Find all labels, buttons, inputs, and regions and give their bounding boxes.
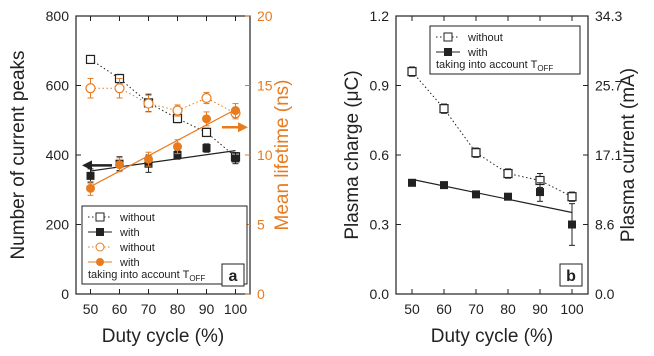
y-tick-right-label: 17.1 [595, 147, 622, 163]
data-point-without [503, 168, 513, 179]
x-axis-title: Duty cycle (%) [431, 326, 553, 347]
series-line-without [90, 87, 236, 114]
y-tick-right-label: 15 [257, 78, 273, 94]
legend-marker [95, 242, 105, 252]
y-tick-left-label: 600 [46, 78, 70, 94]
y-tick-left-label: 0.0 [370, 286, 390, 302]
y-tick-left-label: 0.3 [370, 217, 390, 233]
data-point-with [86, 171, 95, 180]
y-tick-right-label: 0 [257, 286, 265, 302]
y-tick-left-label: 1.2 [370, 8, 390, 24]
data-point-with [173, 151, 182, 159]
legend-marker [96, 258, 104, 266]
x-tick-label: 90 [532, 301, 548, 317]
data-point-without [567, 192, 577, 202]
data-point-with [472, 190, 480, 199]
data-point-without [407, 66, 417, 77]
legend-label: without [119, 212, 155, 224]
panel-tag-label: b [566, 268, 576, 285]
x-tick-label: 70 [468, 301, 484, 317]
x-tick-label: 100 [560, 301, 584, 317]
legend-label: without [467, 32, 503, 44]
legend-note: taking into account TOFF [88, 269, 205, 283]
panel-tag-label: a [229, 268, 238, 285]
legend-marker [96, 228, 104, 236]
legend-note: taking into account TOFF [436, 59, 553, 73]
y-tick-right-label: 20 [257, 8, 273, 24]
data-point-with [231, 106, 240, 116]
data-point-with [202, 144, 211, 153]
y-axis-left-title: Plasma charge (μC) [342, 70, 363, 239]
y-tick-right-label: 34.3 [595, 8, 622, 24]
data-point-without [201, 92, 212, 104]
data-point-without [471, 148, 481, 158]
y-tick-left-label: 400 [46, 147, 70, 163]
y-tick-right-label: 0.0 [595, 286, 615, 302]
y-tick-left-label: 0.6 [370, 147, 390, 163]
legend-box-b [429, 25, 581, 75]
y-tick-right-label: 25.7 [595, 78, 622, 94]
data-point-without [85, 54, 96, 65]
x-tick-label: 100 [224, 301, 248, 317]
data-point-without [85, 83, 96, 94]
y-tick-right-label: 10 [257, 147, 273, 163]
data-point-with [504, 192, 512, 201]
y-axis-right-title: Mean lifetime (ns) [272, 80, 293, 231]
y-tick-right-label: 5 [257, 217, 265, 233]
series-fit-with [411, 178, 573, 214]
data-point-with [202, 114, 211, 124]
data-point-with [536, 188, 544, 197]
panel-tag-box [221, 263, 245, 287]
y-axis-right-title: Plasma current (mA) [618, 68, 639, 242]
data-point-without [201, 127, 212, 138]
data-point-without [439, 104, 449, 114]
x-tick-label: 80 [500, 301, 516, 317]
x-tick-label: 60 [436, 301, 452, 317]
data-point-with [568, 220, 576, 229]
x-tick-label: 80 [170, 301, 186, 317]
x-tick-label: 70 [141, 301, 157, 317]
y-tick-right-label: 8.6 [595, 217, 615, 233]
data-point-with [231, 154, 240, 163]
legend-box-a [81, 205, 248, 285]
x-tick-label: 50 [83, 301, 99, 317]
series-line-without [411, 71, 573, 198]
series-line-without [90, 59, 236, 158]
y-tick-left-label: 200 [46, 217, 70, 233]
legend-marker [95, 212, 105, 222]
panel-tag-box [559, 263, 583, 287]
y-tick-left-label: 800 [46, 8, 70, 24]
x-tick-label: 50 [404, 301, 420, 317]
legend-label: with [119, 257, 140, 269]
y-tick-left-label: 0 [61, 286, 69, 302]
legend-label: without [119, 242, 155, 254]
data-point-with [144, 154, 153, 164]
legend-marker [444, 48, 452, 56]
x-tick-label: 60 [112, 301, 128, 317]
y-axis-left-title: Number of current peaks [8, 50, 29, 259]
data-point-with [86, 183, 95, 193]
data-point-with [173, 142, 182, 152]
series-fit-with [90, 150, 236, 172]
data-point-without [172, 105, 183, 116]
data-point-with [408, 178, 416, 187]
legend-label: with [119, 227, 140, 239]
data-point-with [115, 160, 124, 170]
y-tick-left-label: 0.9 [370, 78, 390, 94]
x-axis-title: Duty cycle (%) [102, 326, 224, 347]
x-tick-label: 90 [199, 301, 215, 317]
legend-label: with [467, 47, 488, 59]
series-fit-with [90, 108, 236, 188]
data-point-without [114, 83, 125, 94]
arrow-right-head [238, 122, 248, 133]
data-point-without [143, 98, 154, 109]
data-point-with [440, 181, 448, 190]
arrow-left-head [82, 160, 92, 171]
legend-marker [443, 32, 453, 42]
